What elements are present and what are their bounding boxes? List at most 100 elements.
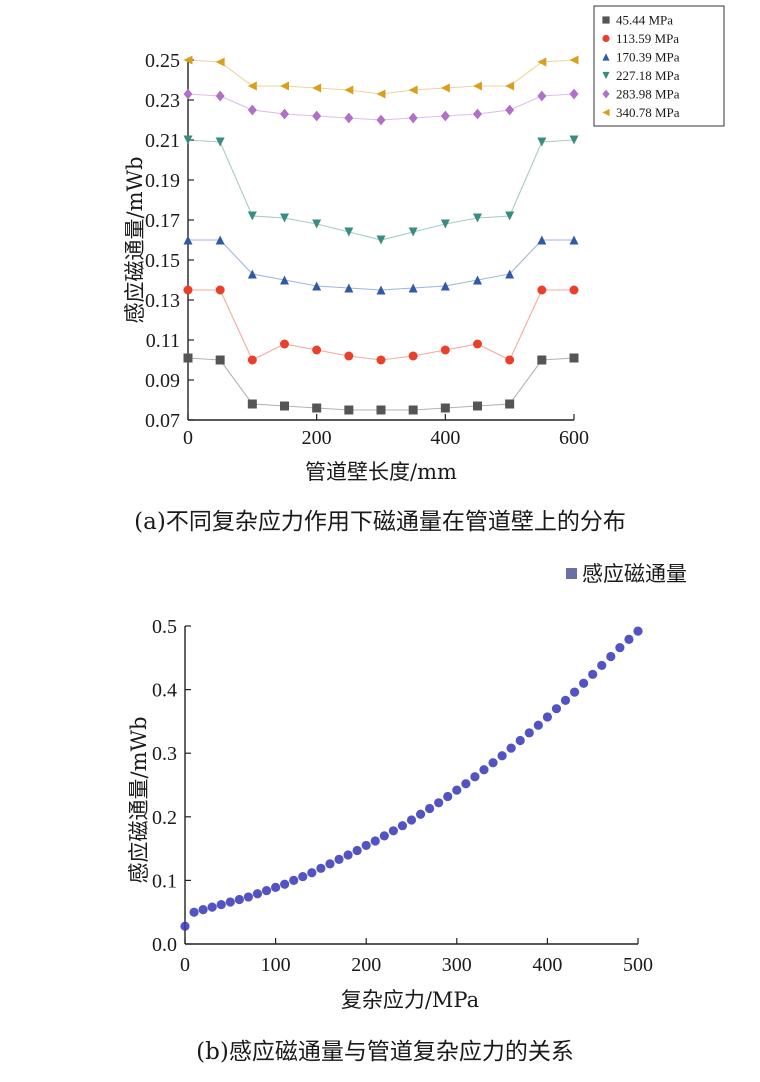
chart-a-data-point [183, 135, 193, 145]
chart-a-x-tick-label: 400 [430, 427, 460, 449]
chart-a-series-line [187, 357, 575, 411]
chart-a-series-line [187, 139, 575, 241]
chart-b-y-tick-label: 0.3 [152, 743, 177, 765]
chart-b-caption: (b)感应磁通量与管道复杂应力的关系 [196, 1039, 574, 1065]
chart-b-data-point [216, 899, 226, 910]
chart-b-data-point [298, 871, 308, 882]
chart-a-data-point [408, 351, 418, 361]
chart-b-data-point [515, 735, 525, 746]
chart-b-x-tick-label: 0 [180, 954, 190, 976]
chart-a-data-point [183, 55, 193, 65]
chart-a-data-point [440, 83, 450, 93]
chart-a-data-point [569, 285, 579, 295]
chart-a-data-point [280, 275, 289, 285]
chart-a-data-point [215, 90, 225, 102]
chart-a-data-point [376, 355, 386, 365]
chart-a-data-point [215, 235, 225, 245]
chart-a-data-point [537, 90, 547, 102]
chart-a-y-tick-label: 0.25 [145, 50, 180, 72]
chart-b-data-point [261, 885, 272, 896]
chart-a-data-point [440, 219, 450, 229]
chart-a-data-point [280, 401, 289, 411]
chart-a-data-point [473, 275, 482, 285]
chart-b-data-point [470, 772, 480, 782]
chart-b-data-point [415, 809, 426, 819]
chart-a-data-point [183, 353, 193, 363]
chart-a-data-point [376, 405, 386, 415]
chart-b-x-label: 复杂应力/MPa [341, 988, 479, 1012]
chart-a-data-point [344, 112, 354, 124]
chart-a-legend: 45.44 MPa 113.59 MPa 170.39 MPa 227.18 MPa 2… [593, 5, 725, 127]
chart-b-data-point [452, 785, 462, 795]
chart-b-data-point [370, 836, 380, 846]
chart-a-data-point [344, 227, 354, 237]
chart-b-data-point [289, 875, 299, 886]
chart-a-data-point [537, 285, 547, 295]
chart-a-y-tick-label: 0.23 [145, 90, 180, 112]
chart-a-data-point [344, 405, 354, 415]
chart-a-data-point [215, 355, 225, 365]
chart-a-y-tick-label: 0.07 [145, 410, 180, 432]
chart-a-data-point [344, 283, 354, 293]
chart-a-data-point [537, 355, 547, 365]
chart-b-legend-label: 感应磁通量 [582, 562, 687, 586]
chart-b-data-point [533, 720, 543, 730]
chart-a-data-point [247, 104, 257, 116]
chart-b: 0.0 0.1 0.2 0.3 0.4 0.5 0 100 200 300 400 500 复杂应力… [127, 562, 687, 1065]
chart-a-legend-marker [602, 34, 610, 43]
chart-b-y-tick-label: 0.0 [152, 934, 177, 956]
chart-a-legend-label: 113.59 MPa [616, 31, 679, 46]
chart-a: 0.07 0.09 0.11 0.13 0.15 0.17 0.19 0.21 0.23 0.25… [123, 5, 725, 535]
chart-a-data-point [215, 285, 225, 295]
chart-a-data-point [280, 108, 289, 120]
chart-a-data-point [505, 399, 515, 409]
chart-a-data-point [344, 85, 354, 95]
chart-a-legend-label: 283.98 MPa [616, 87, 680, 102]
chart-b-y-tick-label: 0.2 [152, 807, 177, 829]
chart-a-y-label: 感应磁通量/mWb [123, 156, 147, 323]
chart-b-data-point [524, 728, 534, 738]
chart-b-y-tick-label: 0.1 [152, 870, 177, 892]
chart-b-data-point [379, 831, 389, 841]
chart-a-data-point [280, 81, 289, 91]
chart-b-data-point [361, 840, 371, 851]
chart-a-data-point [247, 81, 257, 91]
chart-b-data-point [579, 678, 589, 688]
chart-b-data-point [633, 626, 643, 636]
chart-b-data-point [497, 751, 507, 761]
chart-b-data-point [207, 902, 217, 912]
chart-a-data-point [505, 211, 515, 221]
chart-b-data-point [606, 651, 616, 662]
chart-a-data-point [569, 55, 579, 65]
chart-a-data-point [183, 235, 193, 245]
chart-b-data-point [198, 905, 208, 915]
chart-a-data-point [312, 219, 322, 229]
chart-b-x-tick-label: 300 [442, 954, 472, 976]
chart-a-legend-label: 170.39 MPa [616, 50, 680, 65]
chart-b-x-tick-label: 200 [351, 954, 381, 976]
chart-a-y-tick-label: 0.17 [145, 210, 180, 232]
chart-a-data-point [505, 269, 515, 279]
chart-a-legend-marker [602, 53, 610, 61]
chart-a-x-label: 管道壁长度/mm [305, 460, 457, 484]
chart-a-data-point [473, 108, 482, 120]
chart-a-data-point [440, 281, 450, 291]
chart-a-data-point [183, 88, 193, 100]
chart-b-data-point [271, 882, 281, 892]
chart-b-x-tick-label: 100 [261, 954, 291, 976]
chart-a-x-tick-label: 200 [302, 427, 332, 449]
chart-b-data-point [234, 894, 244, 905]
chart-b-data-point [569, 687, 580, 697]
chart-a-data-point [473, 401, 482, 411]
chart-a-legend-marker [602, 89, 610, 99]
chart-b-data-point [334, 854, 344, 865]
chart-b-data-point [461, 779, 471, 789]
chart-a-y-tick-label: 0.13 [145, 290, 180, 312]
chart-a-data-point [312, 281, 322, 291]
chart-a-data-point [312, 345, 322, 355]
chart-a-data-point [408, 85, 418, 95]
chart-b-data-point [624, 634, 634, 644]
chart-b-data-point [397, 821, 408, 831]
chart-b-y-tick-label: 0.5 [152, 616, 177, 638]
